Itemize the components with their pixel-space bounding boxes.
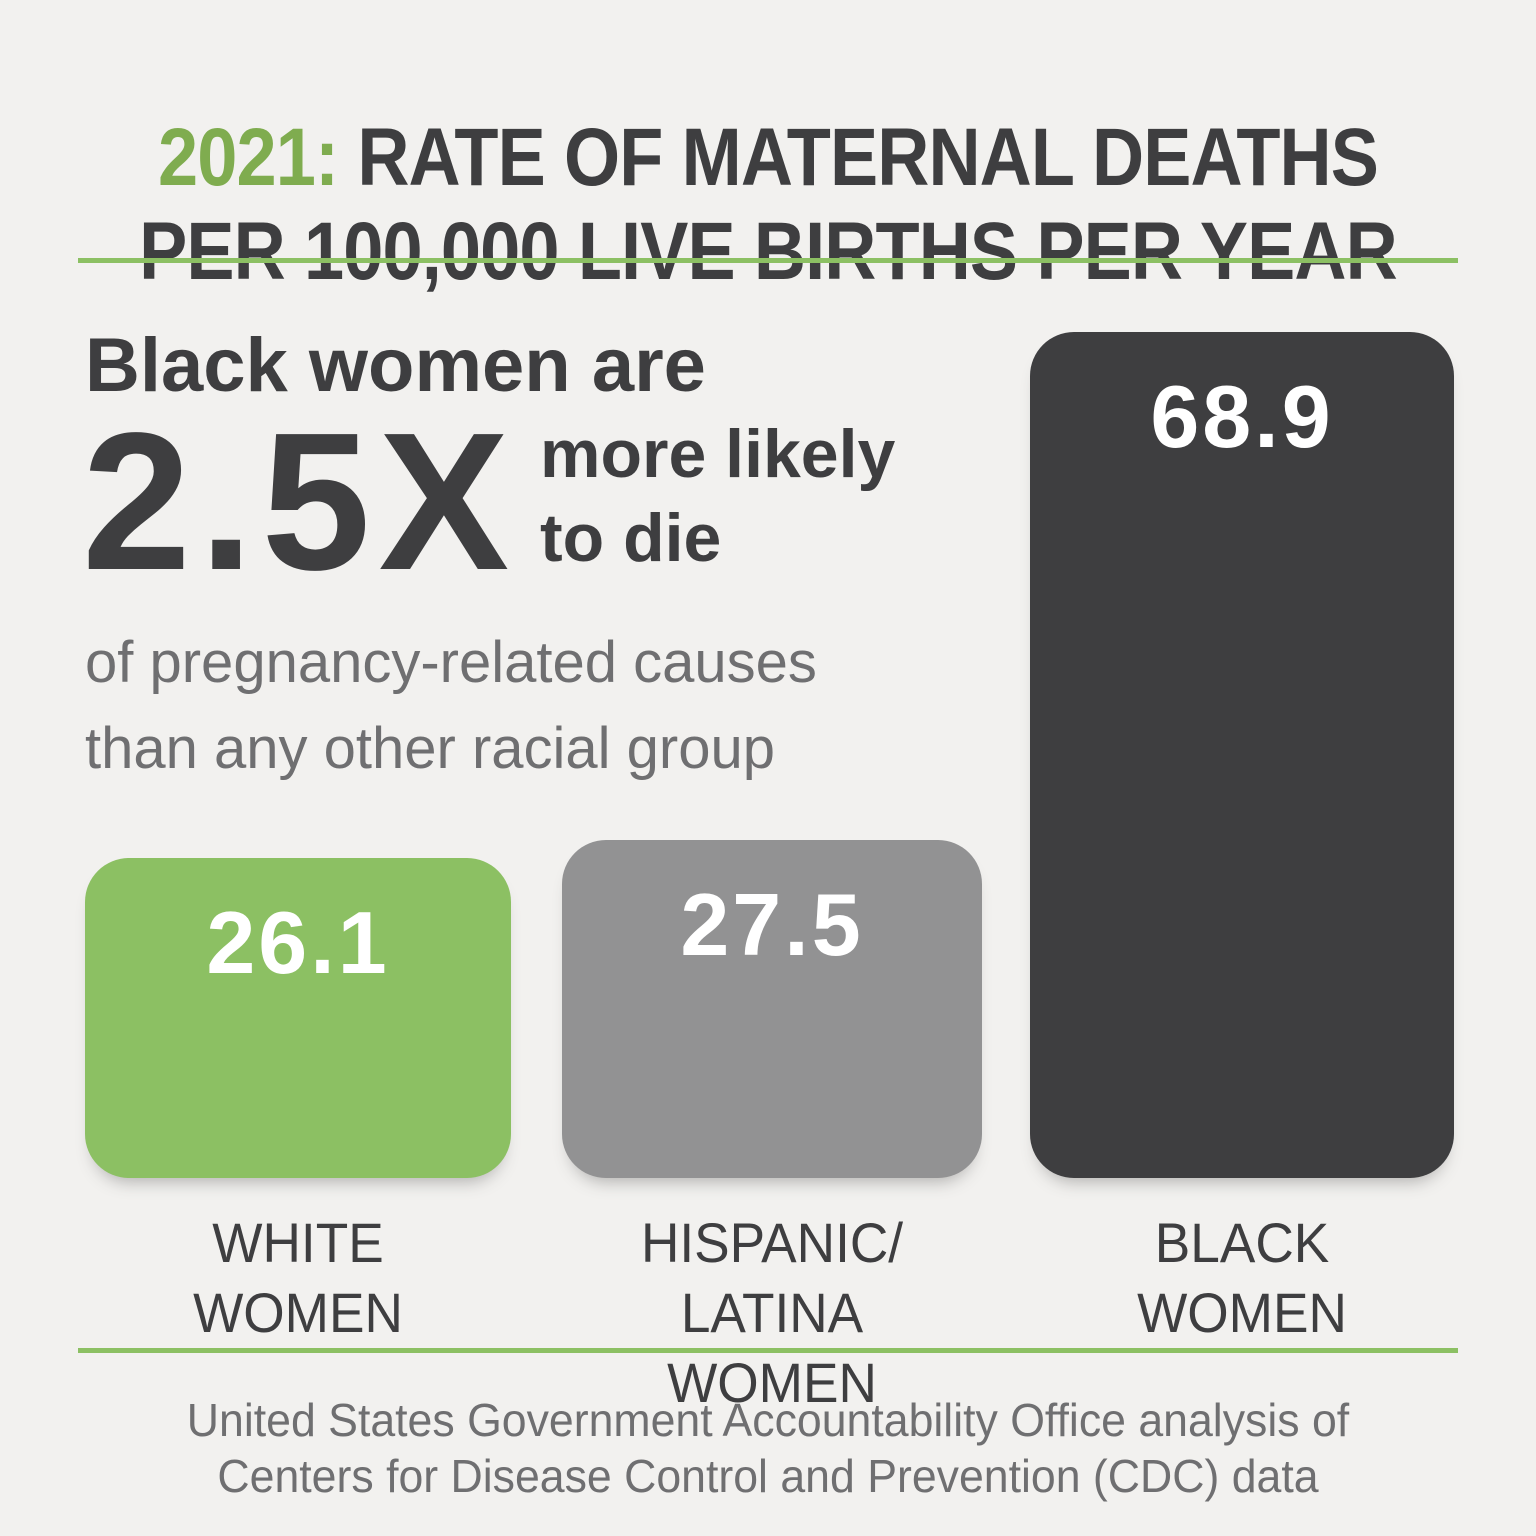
title-line1-rest: RATE OF MATERNAL DEATHS xyxy=(338,111,1379,203)
bar-label-line: WOMEN xyxy=(193,1281,403,1344)
bar-label-line: BLACK xyxy=(1154,1211,1330,1274)
bar-label-line: WOMEN xyxy=(1137,1281,1347,1344)
callout-emphasis: more likely to die xyxy=(540,412,895,580)
bar-label-line: LATINA WOMEN xyxy=(667,1281,877,1414)
bar-label-line: WHITE xyxy=(212,1211,384,1274)
bar-label-hispanic-latina-women: HISPANIC/ LATINA WOMEN xyxy=(573,1208,972,1418)
callout-emphasis-line1: more likely xyxy=(540,416,896,492)
callout-emphasis-line2: to die xyxy=(540,500,722,576)
bar-white-women: 26.1 xyxy=(85,858,511,1178)
source-line1: United States Government Accountability … xyxy=(186,1394,1350,1446)
title-year: 2021: xyxy=(157,111,339,203)
bottom-divider xyxy=(78,1348,1458,1353)
source-line2: Centers for Disease Control and Preventi… xyxy=(217,1450,1319,1502)
top-divider xyxy=(78,258,1458,263)
multiplier-stat: 2.5X xyxy=(82,392,518,611)
bar-label-line: HISPANIC/ xyxy=(640,1211,904,1274)
page-title: 2021: RATE OF MATERNAL DEATHS PER 100,00… xyxy=(92,111,1444,299)
callout-detail: of pregnancy-related causes than any oth… xyxy=(85,620,817,792)
bar-value-white-women: 26.1 xyxy=(206,893,390,992)
bar-label-black-women: BLACK WOMEN xyxy=(1041,1208,1444,1348)
bar-label-white-women: WHITE WOMEN xyxy=(96,1208,501,1348)
source-attribution: United States Government Accountability … xyxy=(23,1392,1513,1504)
callout-intro: Black women are xyxy=(85,323,706,408)
callout-detail-line1: of pregnancy-related causes xyxy=(85,630,817,695)
bar-value-black-women: 68.9 xyxy=(1150,367,1334,466)
bar-black-women: 68.9 xyxy=(1030,332,1454,1178)
callout-detail-line2: than any other racial group xyxy=(85,716,775,781)
bar-hispanic-latina-women: 27.5 xyxy=(562,840,982,1178)
bar-value-hispanic-latina-women: 27.5 xyxy=(680,875,864,974)
title-line2: PER 100,000 LIVE BIRTHS PER YEAR xyxy=(139,205,1398,297)
